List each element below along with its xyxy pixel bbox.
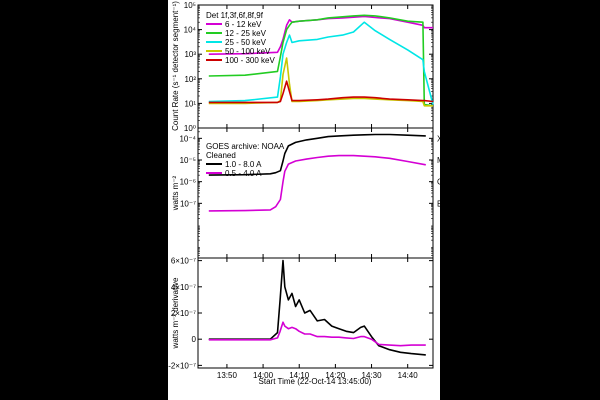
series-line-0-2 [208, 21, 434, 105]
ytick-label: 2×10⁻⁷ [171, 309, 196, 318]
ytick-label: 10¹ [184, 99, 196, 108]
figure: Count Rate (s⁻¹ detector segment⁻¹) watt… [168, 0, 440, 400]
legend-entry: 1.0 - 8.0 A [225, 160, 262, 169]
xtick-label: 14:20 [325, 371, 346, 380]
ytick-label: -2×10⁻⁷ [168, 361, 196, 370]
xlabel: Start Time (22-Oct-14 13:45:00) [259, 377, 372, 386]
series-line-1-1 [208, 154, 426, 212]
legend-entry: 0.5 - 4.0 A [225, 169, 262, 178]
ytick-label: 10⁴ [184, 26, 197, 35]
legend-subtitle-goes: Cleaned [206, 151, 236, 160]
ytick-label: 10⁰ [184, 124, 196, 133]
series-line-2-0 [208, 259, 426, 356]
goes-class-label: M [437, 156, 440, 165]
ylabel-goes-derivative: watts m⁻² derivative [171, 277, 180, 349]
goes-class-label: X [437, 134, 440, 143]
ytick-label: 10⁻⁶ [180, 178, 196, 187]
legend-title-goes: GOES archive: NOAA [206, 142, 285, 151]
legend-entry: 12 - 25 keV [225, 29, 267, 38]
xtick-label: 14:30 [362, 371, 383, 380]
series-line-0-4 [208, 80, 434, 104]
ytick-label: 10³ [184, 50, 196, 59]
legend-entry: 6 - 12 keV [225, 20, 262, 29]
ytick-label: 10⁻⁴ [179, 134, 196, 143]
ylabel-count-rate: Count Rate (s⁻¹ detector segment⁻¹) [171, 1, 180, 131]
series-line-2-1 [208, 321, 426, 347]
ytick-label: 10⁵ [184, 1, 196, 10]
xtick-label: 14:40 [398, 371, 419, 380]
ylabel-goes-flux: watts m⁻² [171, 175, 180, 211]
ytick-label: 10⁻⁵ [180, 156, 196, 165]
legend-entry: 25 - 50 keV [225, 38, 267, 47]
legend-entry: 100 - 300 keV [225, 56, 275, 65]
series-line-0-1 [208, 14, 434, 107]
plot-canvas: Count Rate (s⁻¹ detector segment⁻¹) watt… [168, 1, 440, 386]
series-line-1-0 [208, 133, 426, 176]
ytick-label: 0 [192, 335, 197, 344]
series-line-0-3 [208, 57, 433, 107]
goes-class-label: C [437, 178, 440, 187]
legend-title-count-rate: Det 1f,3f,6f,8f,9f [206, 11, 264, 20]
xtick-label: 14:10 [289, 371, 310, 380]
ytick-label: 10⁻⁷ [180, 199, 196, 208]
goes-class-label: B [437, 199, 440, 208]
ytick-label: 10² [184, 75, 196, 84]
xtick-label: 13:50 [217, 371, 238, 380]
legend-entry: 50 - 100 keV [225, 47, 271, 56]
ytick-label: 4×10⁻⁷ [171, 283, 196, 292]
ytick-label: 6×10⁻⁷ [171, 257, 196, 266]
xtick-label: 14:00 [253, 371, 274, 380]
